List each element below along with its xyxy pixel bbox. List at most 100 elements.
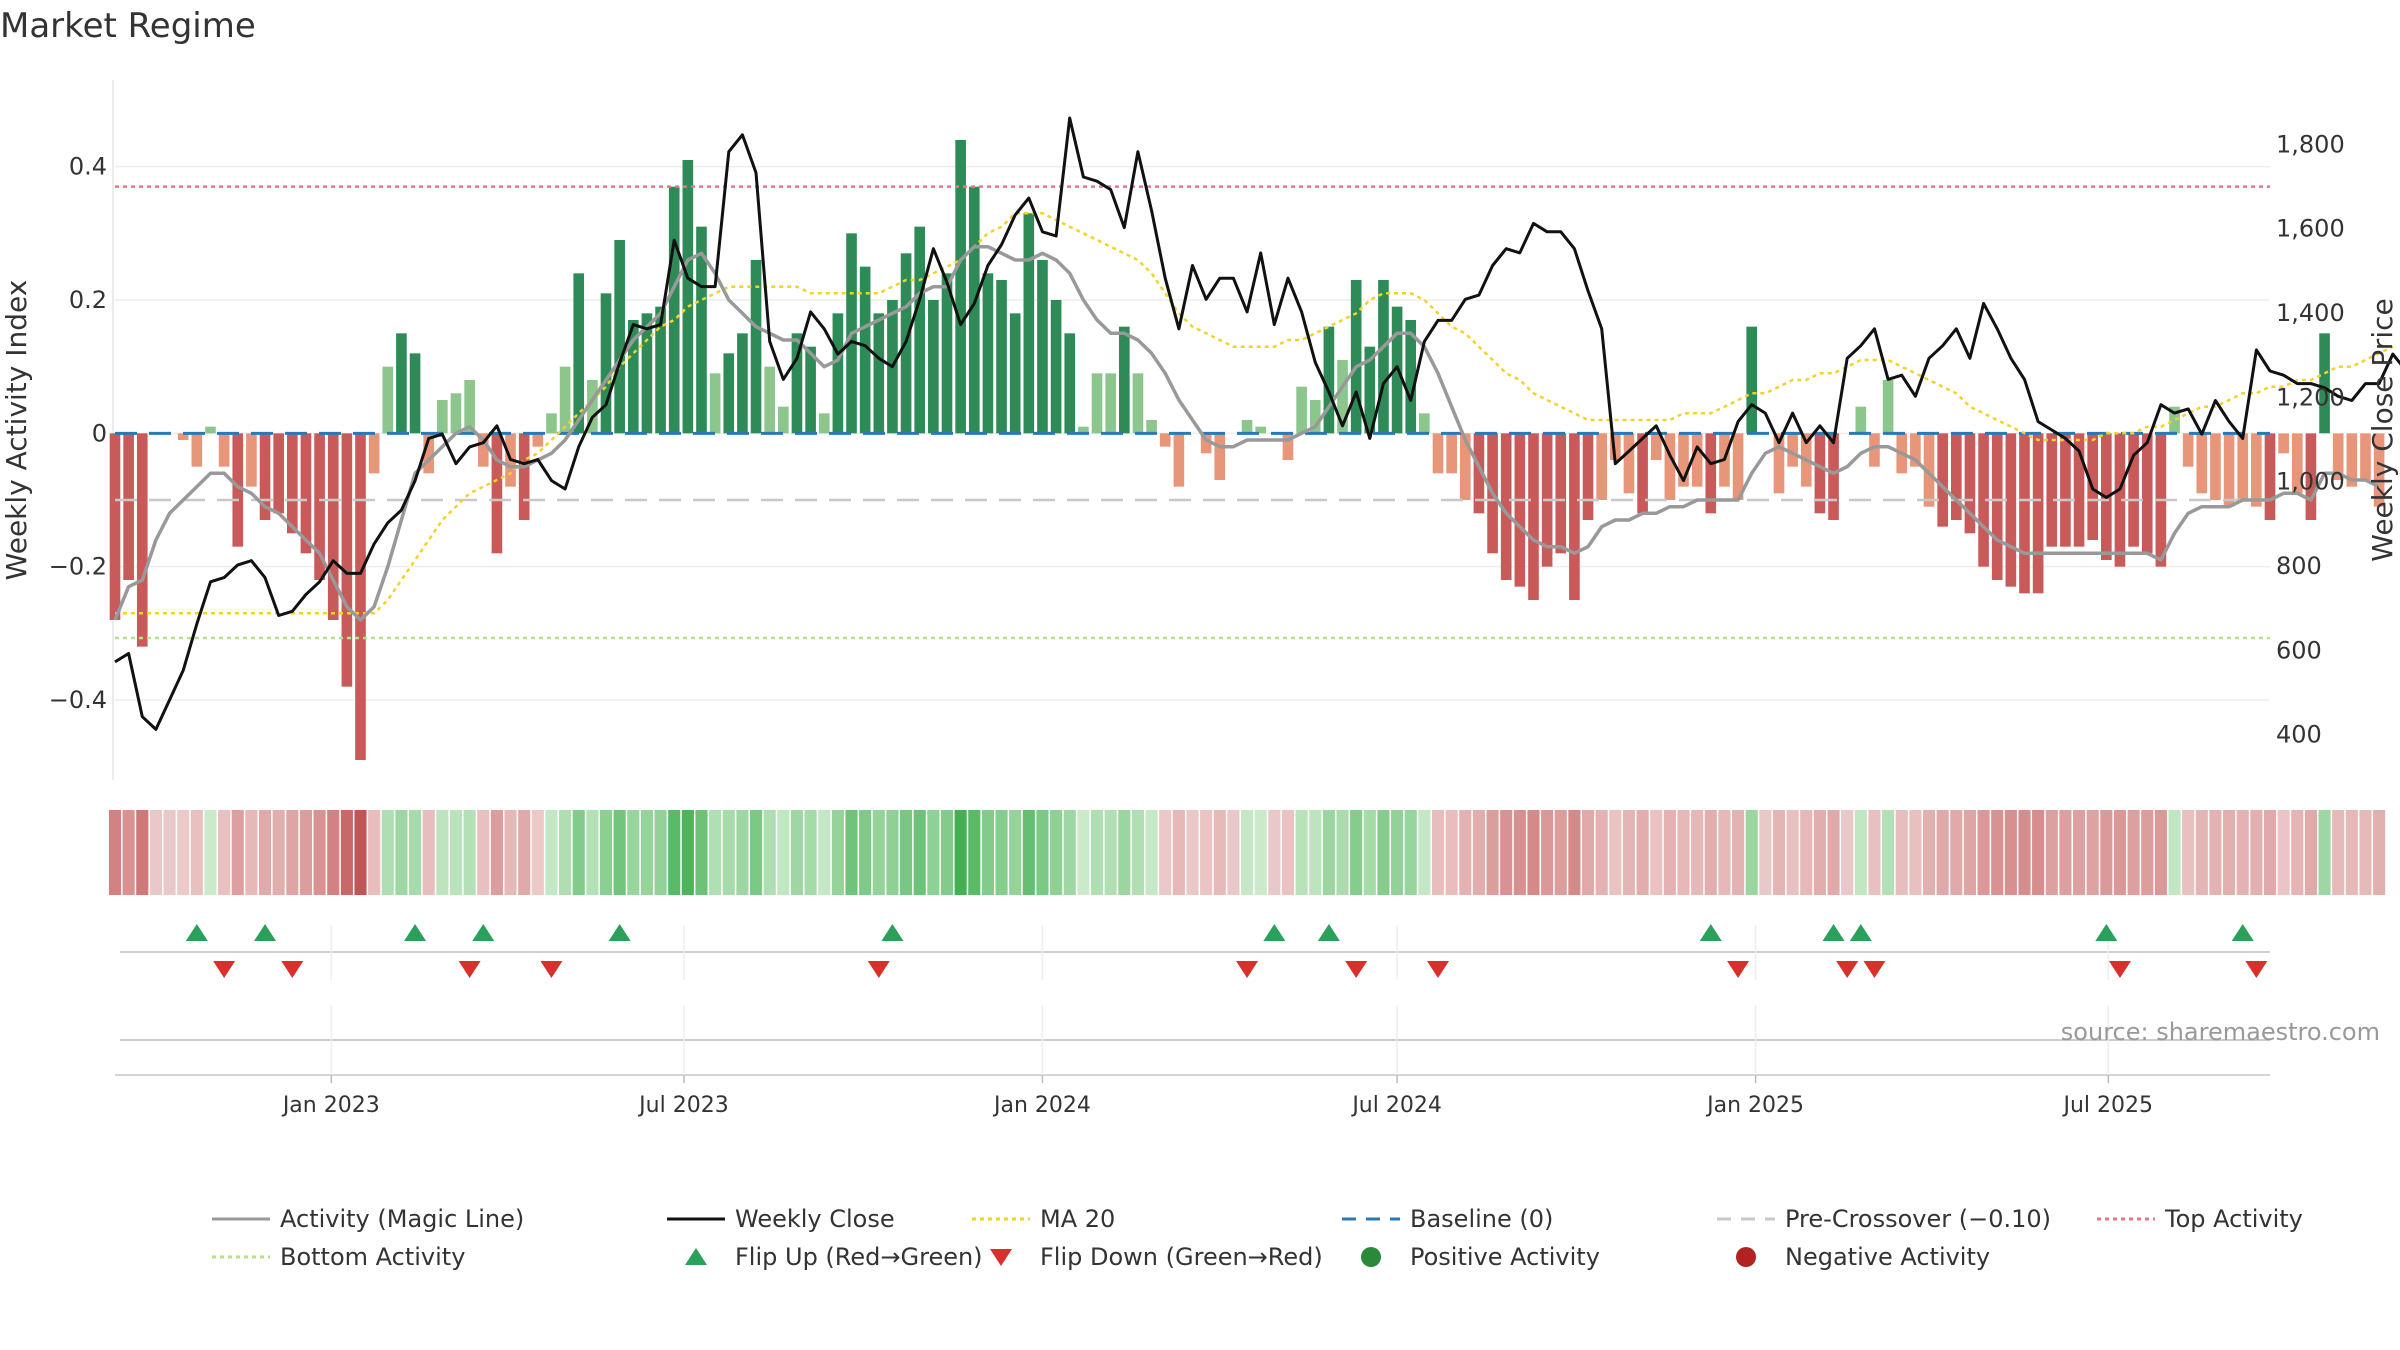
- positive-activity-bar: [982, 273, 994, 434]
- regime-strip-cell: [831, 810, 844, 895]
- regime-strip-cell: [627, 810, 640, 895]
- negative-activity-bar: [1459, 433, 1471, 500]
- negative-activity-bar: [2223, 433, 2235, 507]
- regime-strip-cell: [818, 810, 831, 895]
- regime-strip-cell: [1131, 810, 1145, 895]
- flip-up-marker: [1849, 924, 1872, 941]
- negative-activity-bar: [1869, 433, 1880, 467]
- positive-activity-bar: [396, 333, 407, 434]
- regime-strip-cell: [1732, 810, 1745, 895]
- x-tick-label: Jan 2023: [281, 1093, 380, 1118]
- negative-activity-bar: [2251, 433, 2262, 507]
- negative-activity-bar: [314, 433, 325, 580]
- negative-activity-bar: [1173, 433, 1185, 487]
- regime-strip-cell: [2236, 810, 2249, 895]
- flip-up-marker: [404, 924, 427, 941]
- positive-activity-bar: [859, 266, 871, 434]
- flip-down-marker: [1836, 961, 1859, 978]
- legend-label: Top Activity: [2165, 1205, 2303, 1233]
- regime-strip-cell: [231, 810, 244, 895]
- positive-activity-bar: [2319, 333, 2330, 434]
- regime-strip-cell: [1104, 810, 1117, 895]
- positive-activity-bar: [955, 140, 966, 434]
- negative-activity-bar: [109, 433, 121, 620]
- regime-strip-cell: [436, 810, 449, 895]
- positive-activity-bar: [696, 226, 707, 434]
- regime-strip-cell: [1186, 810, 1199, 895]
- negative-activity-bar: [2032, 433, 2044, 594]
- x-tick-label: Jul 2024: [1350, 1093, 1442, 1118]
- positive-activity-bar: [450, 393, 462, 434]
- negative-activity-bar: [1582, 433, 1594, 520]
- regime-strip-cell: [1581, 810, 1595, 895]
- regime-strip-cell: [1254, 810, 1267, 895]
- regime-strip-cell: [2004, 810, 2017, 895]
- x-tick-label: Jan 2024: [992, 1093, 1091, 1118]
- regime-strip-cell: [245, 810, 258, 895]
- regime-strip-cell: [531, 810, 544, 895]
- positive-activity-bar: [941, 273, 953, 434]
- flip-down-marker: [540, 961, 563, 978]
- positive-activity-bar: [437, 400, 448, 434]
- positive-activity-bar: [1132, 373, 1144, 434]
- negative-activity-bar: [2128, 433, 2139, 547]
- regime-strip-cell: [913, 810, 926, 895]
- y-right-tick-label: 1,000: [2276, 468, 2345, 496]
- negative-activity-bar: [2046, 433, 2058, 547]
- legend-label: MA 20: [1040, 1205, 1116, 1233]
- regime-strip-cell: [422, 810, 435, 895]
- regime-strip-cell: [2072, 810, 2086, 895]
- flip-down-marker: [281, 961, 304, 978]
- flip-down-marker: [1727, 961, 1750, 978]
- regime-strip-cell: [2304, 810, 2317, 895]
- negative-activity-bar: [1978, 433, 1989, 567]
- negative-activity-bar: [286, 433, 298, 534]
- flip-up-marker: [2095, 924, 2118, 941]
- regime-strip-cell: [2168, 810, 2181, 895]
- negative-activity-bar: [341, 433, 353, 687]
- positive-activity-bar: [737, 333, 748, 434]
- regime-strip-cell: [327, 810, 340, 895]
- legend-label: Flip Up (Red→Green): [735, 1243, 983, 1271]
- regime-strip-cell: [108, 810, 122, 895]
- negative-activity-bar: [123, 433, 134, 580]
- negative-activity-bar: [1473, 433, 1485, 514]
- positive-activity-bar: [996, 280, 1007, 434]
- y-right-tick-label: 400: [2276, 721, 2322, 749]
- regime-strip-cell: [927, 810, 940, 895]
- regime-strip-cell: [2277, 810, 2290, 895]
- positive-activity-bar: [205, 426, 216, 434]
- negative-activity-bar: [532, 433, 544, 447]
- regime-strip-cell: [477, 810, 490, 895]
- regime-strip-cell: [1922, 810, 1936, 895]
- y-left-axis-title: Weekly Activity Index: [0, 280, 33, 581]
- negative-activity-bar: [1596, 433, 1607, 500]
- regime-strip-cell: [1704, 810, 1717, 895]
- legend-symbol: [685, 1248, 707, 1265]
- positive-activity-bar: [409, 353, 421, 434]
- regime-strip-cell: [177, 810, 190, 895]
- negative-activity-bar: [1609, 433, 1621, 460]
- negative-activity-bar: [1732, 433, 1744, 500]
- negative-activity-bar: [1569, 433, 1580, 600]
- regime-strip-cell: [463, 810, 476, 895]
- negative-activity-bar: [1514, 433, 1526, 587]
- negative-activity-bar: [477, 433, 489, 467]
- regime-strip-cell: [136, 810, 149, 895]
- regime-strip-cell: [668, 810, 681, 895]
- positive-activity-bar: [1378, 280, 1389, 434]
- regime-strip-cell: [490, 810, 503, 895]
- positive-activity-bar: [1350, 280, 1362, 434]
- negative-activity-bar: [2237, 433, 2249, 500]
- regime-strip-cell: [1009, 810, 1022, 895]
- regime-strip-cell: [1991, 810, 2004, 895]
- negative-activity-bar: [1828, 433, 1839, 520]
- regime-strip-cell: [681, 810, 694, 895]
- flip-down-marker: [2245, 961, 2268, 978]
- negative-activity-bar: [2060, 433, 2071, 547]
- positive-activity-bar: [668, 186, 680, 434]
- source-label: source: sharemaestro.com: [2061, 1018, 2380, 1046]
- positive-activity-bar: [1037, 260, 1048, 434]
- flip-down-marker: [1236, 961, 1259, 978]
- positive-activity-bar: [1050, 300, 1062, 434]
